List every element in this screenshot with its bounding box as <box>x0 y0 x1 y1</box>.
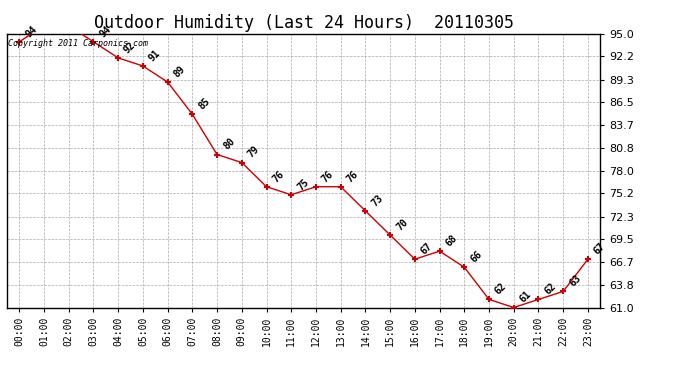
Text: 70: 70 <box>394 217 410 232</box>
Text: 94: 94 <box>23 24 39 39</box>
Text: 76: 76 <box>320 169 335 184</box>
Text: 62: 62 <box>542 281 558 297</box>
Text: 61: 61 <box>518 290 533 305</box>
Text: 96: 96 <box>0 374 1 375</box>
Text: 67: 67 <box>592 241 607 256</box>
Text: 76: 76 <box>345 169 360 184</box>
Title: Outdoor Humidity (Last 24 Hours)  20110305: Outdoor Humidity (Last 24 Hours) 2011030… <box>94 14 513 32</box>
Text: 62: 62 <box>493 281 509 297</box>
Text: 79: 79 <box>246 144 262 160</box>
Text: 63: 63 <box>567 273 583 289</box>
Text: 92: 92 <box>122 40 138 55</box>
Text: 66: 66 <box>469 249 484 264</box>
Text: Copyright 2011 Carponics.com: Copyright 2011 Carponics.com <box>8 39 148 48</box>
Text: 89: 89 <box>172 64 187 79</box>
Text: 67: 67 <box>419 241 435 256</box>
Text: 94: 94 <box>97 24 113 39</box>
Text: 80: 80 <box>221 136 237 152</box>
Text: 96: 96 <box>0 374 1 375</box>
Text: 85: 85 <box>197 96 212 111</box>
Text: 68: 68 <box>444 233 459 248</box>
Text: 76: 76 <box>270 169 286 184</box>
Text: 75: 75 <box>295 177 310 192</box>
Text: 73: 73 <box>370 193 385 208</box>
Text: 91: 91 <box>147 48 162 63</box>
